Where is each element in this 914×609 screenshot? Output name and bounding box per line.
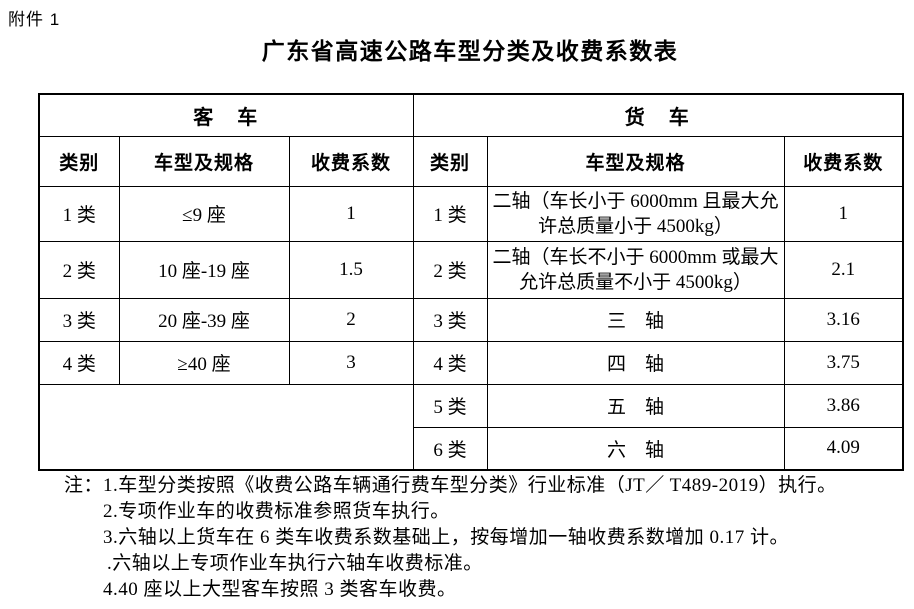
- footnote-item: 3.六轴以上货车在 6 类车收费系数基础上，按每增加一轴收费系数增加 0.17 …: [103, 527, 790, 548]
- truck-spec-cell: 四 轴: [486, 340, 785, 385]
- passenger-spec-cell: ≥40 座: [118, 340, 290, 385]
- table-row: 2 类 10 座-19 座 1.5 2 类 二轴（车长不小于 6000mm 或最…: [38, 240, 904, 299]
- passenger-coefficient-cell: 1: [288, 185, 414, 242]
- footnote-item: 4.40 座以上大型客车按照 3 类客车收费。: [103, 579, 457, 600]
- attachment-label: 附件 1: [8, 10, 61, 29]
- passenger-category-cell: 3 类: [38, 297, 120, 342]
- group-header-row: 客 车 货 车: [38, 93, 904, 137]
- table-row: 6 类 六 轴 4.09: [39, 426, 904, 471]
- passenger-spec-cell: 10 座-19 座: [118, 240, 290, 299]
- table-row: 1 类 ≤9 座 1 1 类 二轴（车长小于 6000mm 且最大允许总质量小于…: [38, 185, 904, 242]
- table-row: 3 类 20 座-39 座 2 3 类 三 轴 3.16: [38, 297, 904, 342]
- truck-coefficient-cell: 3.75: [783, 340, 904, 385]
- truck-coefficient-cell: 3.16: [783, 297, 904, 342]
- truck-spec-cell: 三 轴: [486, 297, 785, 342]
- footnote-list: 1.车型分类按照《收费公路车辆通行费车型分类》行业标准（JT／ T489-201…: [103, 473, 904, 603]
- passenger-coefficient-cell: 3: [288, 340, 414, 385]
- truck-spec-cell: 五 轴: [486, 383, 785, 428]
- truck-category-cell: 5 类: [412, 383, 488, 428]
- truck-category-cell: 4 类: [412, 340, 488, 385]
- truck-spec-cell: 六 轴: [486, 426, 785, 471]
- passenger-col-header-spec: 车型及规格: [118, 135, 290, 187]
- truck-col-header-coefficient: 收费系数: [783, 135, 904, 187]
- table-row: 4 类 ≥40 座 3 4 类 四 轴 3.75: [38, 340, 904, 385]
- empty-merged-cell: [38, 383, 414, 471]
- truck-category-cell: 6 类: [412, 426, 488, 471]
- passenger-category-cell: 4 类: [38, 340, 120, 385]
- passenger-category-cell: 2 类: [38, 240, 120, 299]
- passenger-coefficient-cell: 2: [288, 297, 414, 342]
- passenger-category-cell: 1 类: [38, 185, 120, 242]
- passenger-col-header-category: 类别: [38, 135, 120, 187]
- footnote-item: 1.车型分类按照《收费公路车辆通行费车型分类》行业标准（JT／ T489-201…: [103, 475, 837, 496]
- footnotes-prefix: 注：: [64, 475, 104, 496]
- truck-category-cell: 2 类: [412, 240, 488, 299]
- truck-coefficient-cell: 2.1: [783, 240, 904, 299]
- passenger-spec-cell: ≤9 座: [118, 185, 290, 242]
- truck-category-cell: 1 类: [412, 185, 488, 242]
- truck-category-cell: 3 类: [412, 297, 488, 342]
- footnote-item: .六轴以上专项作业车执行六轴车收费标准。: [107, 553, 483, 574]
- column-header-row: 类别 车型及规格 收费系数 类别 车型及规格 收费系数: [38, 135, 904, 187]
- group-header-truck: 货 车: [412, 93, 904, 137]
- truck-col-header-category: 类别: [412, 135, 488, 187]
- group-header-passenger: 客 车: [38, 93, 414, 137]
- truck-coefficient-cell: 1: [783, 185, 904, 242]
- passenger-col-header-coefficient: 收费系数: [288, 135, 414, 187]
- toll-coefficient-table: 客 车 货 车 类别 车型及规格 收费系数 类别 车型及规格 收费系数 1 类 …: [38, 93, 904, 471]
- passenger-coefficient-cell: 1.5: [288, 240, 414, 299]
- footnotes: 注： 1.车型分类按照《收费公路车辆通行费车型分类》行业标准（JT／ T489-…: [64, 473, 904, 603]
- truck-spec-cell: 二轴（车长不小于 6000mm 或最大允许总质量不小于 4500kg）: [486, 240, 785, 299]
- truck-col-header-spec: 车型及规格: [486, 135, 785, 187]
- footnote-item: 2.专项作业车的收费标准参照货车执行。: [103, 501, 450, 522]
- passenger-spec-cell: 20 座-39 座: [118, 297, 290, 342]
- truck-coefficient-cell: 4.09: [783, 426, 904, 471]
- table-row: 5 类 五 轴 3.86: [38, 383, 904, 471]
- truck-coefficient-cell: 3.86: [783, 383, 904, 428]
- document-title: 广东省高速公路车型分类及收费系数表: [261, 39, 679, 64]
- truck-spec-cell: 二轴（车长小于 6000mm 且最大允许总质量小于 4500kg）: [486, 185, 785, 242]
